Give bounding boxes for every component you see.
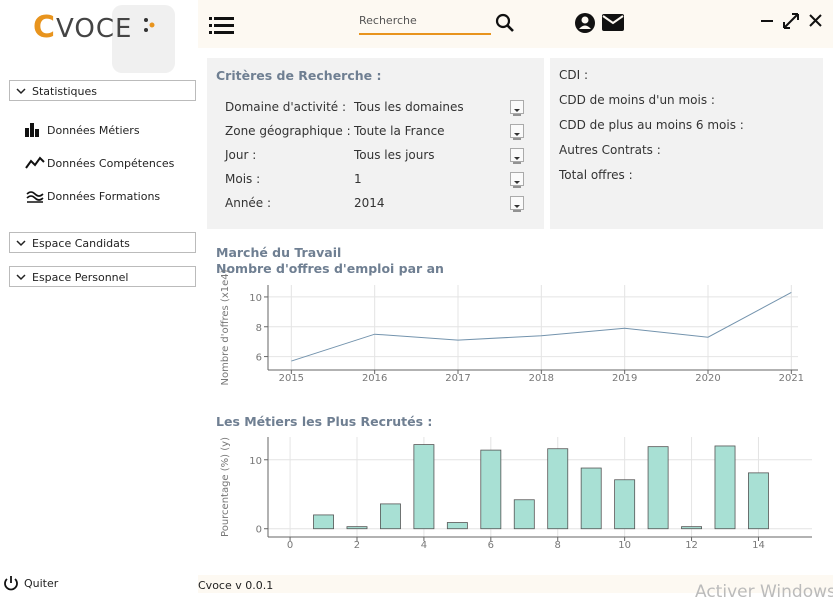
logo-rest: VOCE bbox=[56, 14, 133, 44]
x-tick-label: 10 bbox=[618, 540, 631, 550]
icon-bars bbox=[25, 123, 39, 137]
x-tick-label: 6 bbox=[488, 540, 494, 550]
x-tick-label: 2018 bbox=[529, 373, 554, 384]
summary-label: Total offres : bbox=[559, 168, 633, 182]
x-tick-label: 2017 bbox=[445, 373, 470, 384]
x-tick-label: 8 bbox=[555, 540, 561, 550]
criteria-select[interactable]: Tous les jours bbox=[354, 148, 435, 162]
y-tick-label: 10 bbox=[249, 293, 262, 304]
dropdown-arrow bbox=[510, 148, 524, 164]
logo-dots bbox=[144, 18, 155, 32]
criteria-label: Jour : bbox=[225, 148, 257, 162]
window-controls[interactable] bbox=[760, 12, 824, 30]
summary-panel bbox=[550, 58, 823, 229]
section-personnel[interactable]: Espace Personnel bbox=[9, 266, 196, 287]
mail-button[interactable] bbox=[602, 14, 624, 32]
quit-button[interactable]: Quiter bbox=[24, 577, 59, 590]
criteria-select[interactable]: 1 bbox=[354, 172, 362, 186]
logo: CVOCE bbox=[33, 10, 132, 45]
search-button[interactable] bbox=[495, 13, 515, 33]
x-tick-label: 12 bbox=[685, 540, 698, 550]
x-tick-label: 0 bbox=[287, 540, 293, 550]
logo-initial: C bbox=[33, 10, 57, 45]
dropdown-arrow bbox=[510, 196, 524, 212]
x-tick-label: 14 bbox=[752, 540, 765, 550]
criteria-select[interactable]: 2014 bbox=[354, 196, 385, 210]
menu-item[interactable]: Données Métiers bbox=[47, 124, 140, 137]
bar bbox=[647, 446, 669, 530]
dropdown-arrow bbox=[510, 124, 524, 140]
section-label: Espace Candidats bbox=[32, 237, 130, 250]
y-tick-label: 6 bbox=[256, 353, 262, 364]
criteria-label: Zone géographique : bbox=[225, 124, 351, 138]
dropdown-arrow bbox=[510, 100, 524, 116]
criteria-label: Mois : bbox=[225, 172, 261, 186]
user-button[interactable] bbox=[574, 12, 596, 34]
icon-power bbox=[4, 576, 18, 591]
summary-label: Autres Contrats : bbox=[559, 143, 661, 157]
y-axis-label: Pourcentage (%) (y) bbox=[220, 437, 231, 537]
criteria-select[interactable]: Tous les domaines bbox=[354, 100, 464, 114]
bar bbox=[446, 522, 468, 530]
bar bbox=[513, 499, 535, 530]
criteria-select[interactable]: Toute la France bbox=[354, 124, 445, 138]
x-tick-label: 2021 bbox=[779, 373, 804, 384]
bar bbox=[580, 467, 602, 530]
bar bbox=[313, 514, 334, 530]
x-tick-label: 2015 bbox=[279, 373, 304, 384]
section-label: Statistiques bbox=[32, 85, 97, 98]
chart-subtitle: Nombre d'offres d'emploi par an bbox=[216, 261, 444, 276]
bar bbox=[748, 472, 769, 530]
bar bbox=[714, 445, 736, 530]
y-tick-label: 10 bbox=[249, 456, 262, 467]
bar bbox=[413, 444, 435, 530]
bar bbox=[681, 526, 702, 530]
bar-chart: Les Métiers les Plus Recrutés : Pourcenta… bbox=[216, 414, 812, 550]
chart-title: Marché du Travail bbox=[216, 245, 341, 260]
icon-line bbox=[25, 156, 45, 169]
bar bbox=[346, 526, 368, 530]
menu-item[interactable]: Données Compétences bbox=[47, 157, 175, 170]
criteria-title: Critères de Recherche : bbox=[216, 68, 382, 83]
menu-item[interactable]: Données Formations bbox=[47, 190, 161, 203]
chart-title: Les Métiers les Plus Recrutés : bbox=[216, 414, 432, 429]
icon-area bbox=[26, 191, 44, 203]
y-tick-label: 0 bbox=[256, 525, 262, 536]
data-line bbox=[291, 292, 792, 362]
y-axis-label: Nombre d'offres (x1e4) bbox=[220, 269, 231, 385]
y-tick-label: 8 bbox=[256, 323, 262, 334]
menu-button[interactable] bbox=[209, 16, 235, 36]
version: Cvoce v 0.0.1 bbox=[198, 579, 274, 592]
status-bar bbox=[198, 575, 833, 593]
x-tick-label: 2 bbox=[354, 540, 360, 550]
logo-bg bbox=[112, 5, 175, 73]
section-candidats[interactable]: Espace Candidats bbox=[9, 232, 196, 253]
bar bbox=[614, 479, 636, 530]
x-tick-label: 2020 bbox=[695, 373, 720, 384]
bar bbox=[380, 503, 401, 530]
search-input[interactable]: Recherche bbox=[359, 14, 491, 35]
x-tick-label: 4 bbox=[421, 540, 427, 550]
top-bar bbox=[198, 0, 833, 48]
criteria-label: Domaine d'activité : bbox=[225, 100, 347, 114]
criteria-panel bbox=[207, 58, 544, 229]
bar bbox=[547, 448, 569, 530]
section-statistiques[interactable]: Statistiques bbox=[9, 80, 196, 101]
bar bbox=[480, 449, 502, 530]
summary-label: CDD de plus au moins 6 mois : bbox=[559, 118, 744, 132]
criteria-label: Année : bbox=[225, 196, 272, 210]
watermark: Activer Windows bbox=[695, 582, 833, 602]
summary-label: CDI : bbox=[559, 68, 589, 82]
summary-label: CDD de moins d'un mois : bbox=[559, 93, 715, 107]
x-tick-label: 2019 bbox=[612, 373, 637, 384]
x-tick-label: 2016 bbox=[362, 373, 387, 384]
section-label: Espace Personnel bbox=[32, 271, 129, 284]
dropdown-arrow bbox=[510, 172, 524, 188]
